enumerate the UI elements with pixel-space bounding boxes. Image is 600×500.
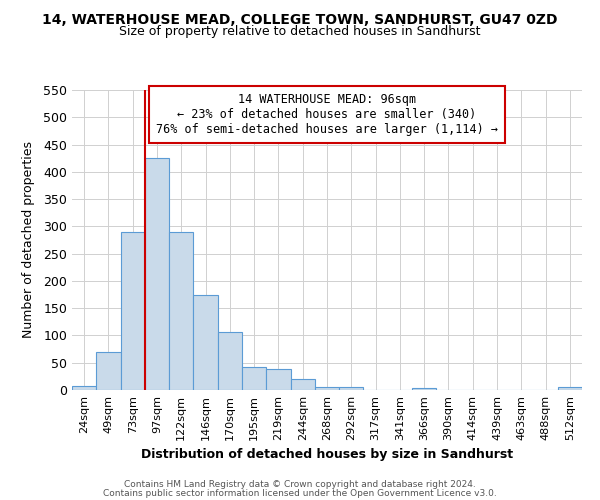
Bar [145,158,169,390]
Text: 14 WATERHOUSE MEAD: 96sqm
← 23% of detached houses are smaller (340)
76% of semi: 14 WATERHOUSE MEAD: 96sqm ← 23% of detac… [156,93,498,136]
Bar [315,388,339,390]
Bar [266,370,290,390]
Bar [96,352,121,390]
Bar [218,332,242,390]
Y-axis label: Number of detached properties: Number of detached properties [22,142,35,338]
Text: Contains HM Land Registry data © Crown copyright and database right 2024.: Contains HM Land Registry data © Crown c… [124,480,476,489]
X-axis label: Distribution of detached houses by size in Sandhurst: Distribution of detached houses by size … [141,448,513,462]
Bar [193,294,218,390]
Bar [121,232,145,390]
Bar [169,232,193,390]
Bar [242,366,266,390]
Bar [290,379,315,390]
Text: 14, WATERHOUSE MEAD, COLLEGE TOWN, SANDHURST, GU47 0ZD: 14, WATERHOUSE MEAD, COLLEGE TOWN, SANDH… [42,12,558,26]
Bar [412,388,436,390]
Text: Size of property relative to detached houses in Sandhurst: Size of property relative to detached ho… [119,25,481,38]
Bar [339,388,364,390]
Bar [558,388,582,390]
Text: Contains public sector information licensed under the Open Government Licence v3: Contains public sector information licen… [103,488,497,498]
Bar [72,386,96,390]
